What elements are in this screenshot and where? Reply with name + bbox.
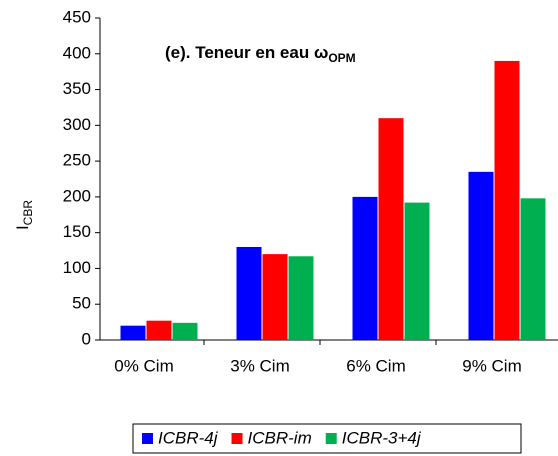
bar: [352, 196, 378, 340]
bar: [288, 256, 314, 340]
y-tick-label: 400: [63, 43, 91, 62]
x-tick-label: 3% Cim: [230, 356, 290, 375]
bar: [236, 246, 262, 340]
bar: [378, 118, 404, 340]
x-tick-label: 9% Cim: [462, 356, 522, 375]
legend-swatch: [142, 433, 153, 444]
bar: [404, 202, 430, 340]
y-tick-label: 0: [82, 329, 91, 348]
y-tick-label: 300: [63, 115, 91, 134]
title-subscript: OPM: [328, 51, 355, 65]
legend-swatch: [231, 433, 243, 444]
x-tick-label: 6% Cim: [346, 356, 406, 375]
bar: [172, 322, 198, 340]
legend-label: ICBR-4j: [158, 428, 219, 447]
bar: [146, 320, 172, 340]
y-tick-label: 250: [63, 151, 91, 170]
legend-swatch: [325, 433, 337, 444]
title-main: (e). Teneur en eau ω: [165, 43, 328, 62]
chart-title: (e). Teneur en eau ωOPM: [165, 43, 356, 65]
legend-label: ICBR-3+4j: [342, 428, 422, 447]
y-axis-label: ICBR: [13, 200, 35, 230]
bar: [494, 60, 520, 340]
ylabel-subscript: CBR: [21, 200, 35, 226]
legend-label: ICBR-im: [248, 428, 312, 447]
x-tick-label: 0% Cim: [114, 356, 174, 375]
bar: [520, 198, 546, 340]
y-tick-label: 350: [63, 79, 91, 98]
y-tick-label: 450: [63, 7, 91, 26]
y-tick-label: 100: [63, 258, 91, 277]
bar: [120, 325, 146, 340]
bar: [468, 171, 494, 340]
y-tick-label: 50: [72, 294, 91, 313]
ylabel-main: I: [13, 225, 32, 230]
legend-box: [132, 423, 522, 454]
y-tick-label: 200: [63, 186, 91, 205]
y-tick-label: 150: [63, 222, 91, 241]
bar: [262, 254, 288, 340]
